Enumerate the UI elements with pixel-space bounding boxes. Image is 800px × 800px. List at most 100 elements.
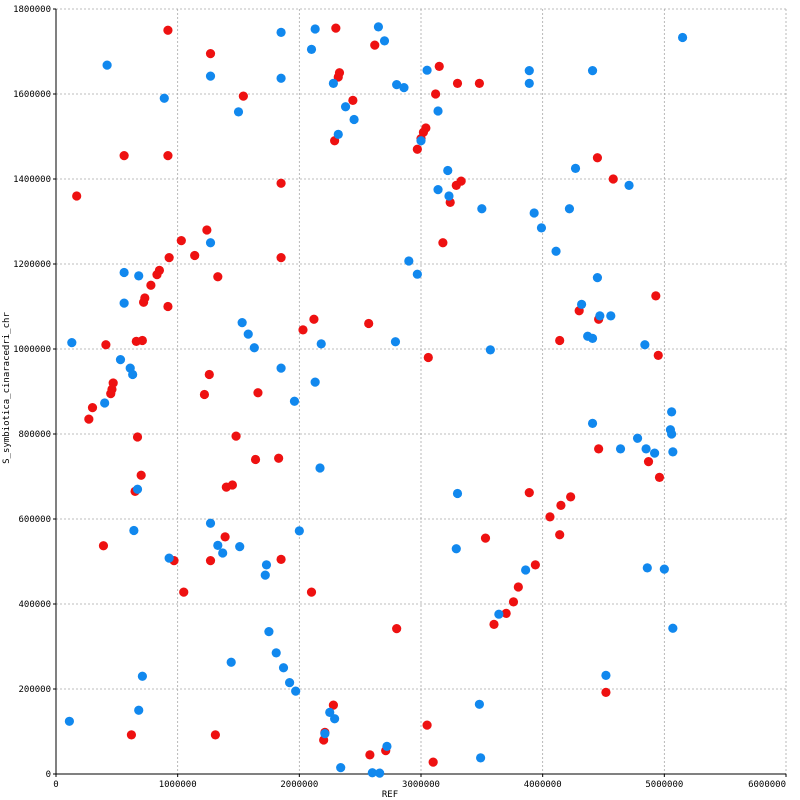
red-data-point [276, 253, 286, 263]
blue-data-point [624, 180, 634, 190]
blue-data-point [271, 648, 281, 658]
red-data-point [98, 541, 109, 551]
blue-data-point [659, 564, 669, 574]
red-data-point [253, 388, 263, 398]
y-tick-label: 1400000 [13, 175, 51, 185]
blue-data-point [205, 518, 216, 528]
red-data-point [601, 687, 611, 698]
blue-data-point [213, 540, 223, 550]
blue-data-point [129, 525, 139, 536]
blue-data-point [340, 102, 351, 112]
blue-data-point [390, 337, 401, 347]
blue-data-point [64, 716, 74, 726]
y-tick-label: 600000 [18, 515, 51, 525]
red-data-point [489, 619, 499, 630]
red-data-point [72, 191, 82, 201]
blue-data-point [276, 363, 286, 373]
blue-data-point [128, 369, 138, 380]
red-data-point [452, 78, 463, 88]
blue-data-point [615, 444, 626, 454]
blue-data-point [564, 204, 575, 214]
x-tick-label: 5000000 [645, 780, 683, 790]
blue-data-point [67, 338, 77, 348]
red-data-point [438, 238, 448, 248]
blue-data-point [306, 44, 317, 54]
blue-data-point [278, 663, 289, 673]
grid [56, 8, 787, 774]
blue-data-point [235, 542, 245, 552]
red-data-point [205, 49, 216, 59]
y-tick-label: 1800000 [13, 5, 51, 15]
blue-data-point [416, 136, 426, 146]
blue-data-point [276, 27, 286, 37]
blue-data-point [677, 32, 688, 43]
blue-data-point [650, 448, 660, 458]
red-data-point [101, 340, 111, 350]
blue-data-point [100, 398, 110, 408]
blue-data-point [640, 340, 650, 350]
blue-data-point [320, 729, 330, 739]
red-data-point [220, 532, 230, 542]
blue-data-point [404, 256, 414, 266]
blue-data-point [587, 333, 598, 343]
y-tick-label: 800000 [18, 430, 51, 440]
blue-data-point [444, 191, 454, 201]
red-data-point [163, 151, 173, 161]
blue-data-point [237, 318, 247, 328]
red-data-point [119, 151, 129, 161]
blue-data-point [668, 623, 678, 633]
blue-data-point [524, 66, 534, 76]
red-data-point [306, 587, 317, 597]
blue-data-point [570, 163, 581, 173]
blue-data-point [443, 165, 453, 176]
blue-data-point [349, 114, 359, 125]
blue-data-point [294, 526, 304, 536]
red-data-point [87, 403, 98, 413]
blue-data-point [261, 560, 272, 570]
blue-data-point [276, 73, 286, 83]
red-data-point [205, 556, 216, 566]
red-data-point [179, 587, 189, 597]
x-tick-label: 2000000 [280, 780, 318, 790]
red-data-point [204, 369, 214, 380]
blue-data-point [115, 355, 126, 365]
blue-data-point [260, 570, 270, 580]
red-data-point [152, 270, 162, 280]
blue-data-point [668, 447, 678, 457]
blue-data-point [264, 627, 274, 637]
blue-data-point [577, 299, 587, 309]
red-data-point [364, 318, 374, 329]
red-data-point [643, 457, 654, 467]
red-data-point [501, 608, 511, 618]
red-data-point [132, 432, 143, 442]
blue-data-point [595, 311, 605, 321]
red-data-point [431, 89, 441, 99]
red-data-point [451, 180, 461, 190]
y-tick-label: 200000 [18, 685, 51, 695]
blue-data-point [551, 246, 561, 256]
blue-data-point [433, 185, 443, 195]
blue-data-point [119, 298, 129, 308]
blue-data-point [243, 329, 253, 339]
blue-data-point [494, 609, 504, 619]
red-data-point [545, 512, 555, 522]
red-data-point [136, 470, 146, 480]
red-data-point [348, 95, 358, 105]
red-data-point [176, 236, 186, 246]
blue-data-point [249, 343, 259, 353]
blue-data-point [476, 753, 486, 763]
blue-data-point [330, 714, 340, 724]
blue-data-point [289, 396, 300, 406]
x-tick-label: 0 [53, 780, 58, 790]
blue-data-point [233, 107, 244, 117]
blue-data-point [328, 78, 338, 88]
red-data-point [653, 350, 663, 360]
red-data-point [298, 325, 308, 335]
red-data-point [365, 750, 375, 760]
blue-data-point [433, 106, 443, 116]
red-data-point [592, 153, 603, 163]
blue-data-point [399, 83, 409, 93]
red-data-point [163, 301, 173, 312]
red-data-point [594, 444, 604, 454]
y-tick-label: 1200000 [13, 260, 51, 270]
